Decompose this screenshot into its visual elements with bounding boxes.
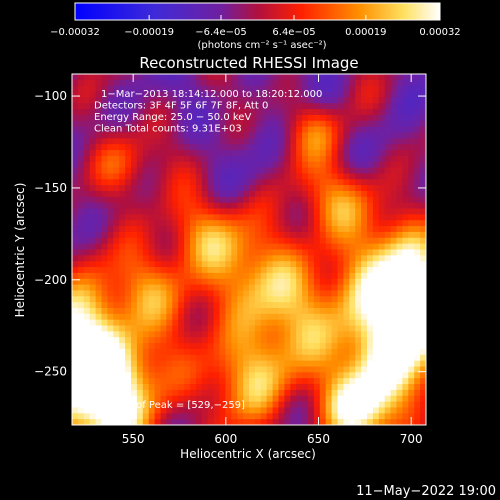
annotation-line: Energy Range: 25.0 − 50.0 keV xyxy=(94,112,251,123)
x-tick-label: 700 xyxy=(400,432,423,446)
x-tick-label: 600 xyxy=(214,432,237,446)
colorbar-tick-label: −6.4e−05 xyxy=(195,27,247,38)
heatmap-image xyxy=(72,74,426,425)
y-tick-label: −100 xyxy=(34,89,67,103)
colorbar xyxy=(74,2,441,21)
footer-timestamp: 11−May−2022 19:00 xyxy=(356,484,496,499)
annotation-line: 1−Mar−2013 18:14:12.000 to 18:20:12.000 xyxy=(101,89,322,100)
plot-frame xyxy=(71,73,427,426)
y-axis-label: Heliocentric Y (arcsec) xyxy=(13,183,27,318)
chart-title: Reconstructed RHESSI Image xyxy=(139,54,358,72)
axis-ticks: 550 600 650 700 −100 −150 −200 −250 xyxy=(34,74,426,446)
x-tick-label: 550 xyxy=(122,432,145,446)
colorbar-tick-label: −0.00032 xyxy=(50,27,100,38)
y-tick-label: −150 xyxy=(34,181,67,195)
colorbar-tick-label: 6.4e−05 xyxy=(272,27,315,38)
annotation-line: Detectors: 3F 4F 5F 6F 7F 8F, Att 0 xyxy=(94,101,268,112)
colorbar-ticks: −0.00032 −0.00019 −6.4e−05 6.4e−05 0.00019 0.… xyxy=(50,15,461,38)
y-tick-label: −200 xyxy=(34,273,67,287)
y-tick-label: −250 xyxy=(34,365,67,379)
peak-position-label: Position of Peak = [529,−259] xyxy=(94,400,245,411)
x-axis-label: Heliocentric X (arcsec) xyxy=(180,447,316,461)
annotation-line: Clean Total counts: 9.31E+03 xyxy=(94,124,242,135)
x-tick-label: 650 xyxy=(307,432,330,446)
colorbar-tick-label: −0.00019 xyxy=(124,27,174,38)
colorbar-tick-label: 0.00032 xyxy=(419,27,460,38)
annotation-block: 1−Mar−2013 18:14:12.000 to 18:20:12.000D… xyxy=(94,89,322,135)
colorbar-tick-label: 0.00019 xyxy=(345,27,386,38)
colorbar-unit: (photons cm⁻² s⁻¹ asec⁻²) xyxy=(197,40,326,51)
